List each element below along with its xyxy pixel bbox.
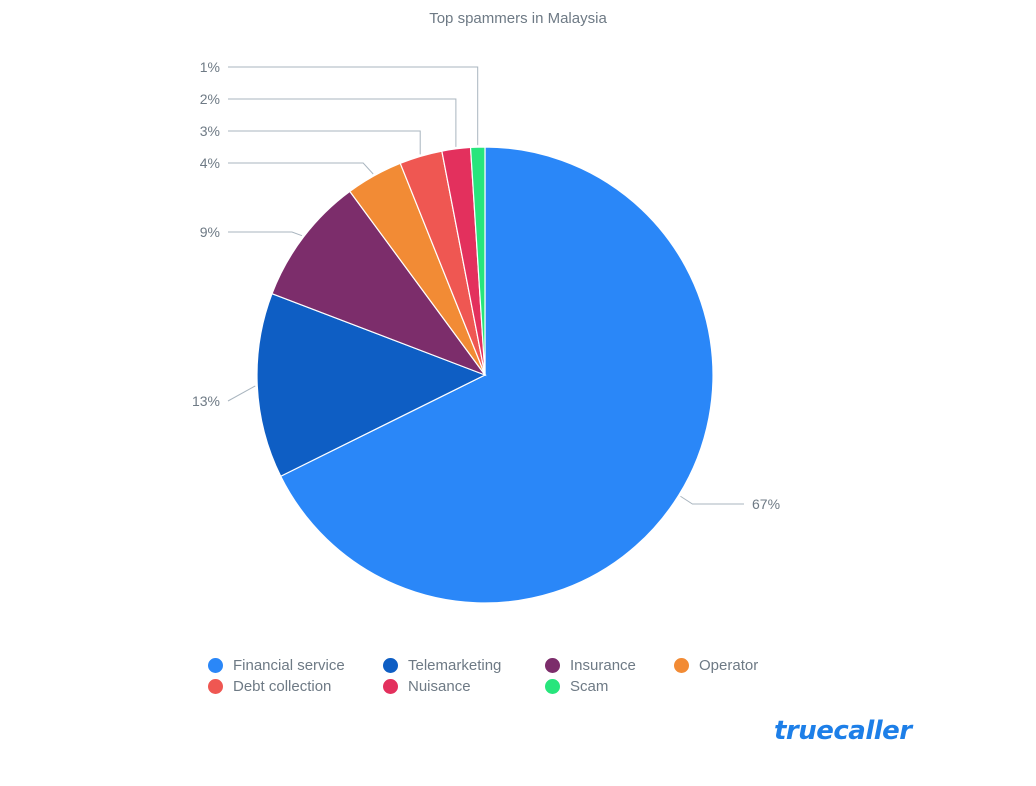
truecaller-logo: truecaller <box>774 716 912 746</box>
legend-label: Nuisance <box>408 677 471 695</box>
chart-title: Top spammers in Malaysia <box>429 10 607 27</box>
legend-label: Scam <box>570 677 609 695</box>
legend-dot <box>208 657 223 673</box>
legend-label: Financial service <box>233 656 345 674</box>
data-label: 2% <box>200 91 220 107</box>
legend-label: Operator <box>699 656 759 674</box>
leader-line <box>228 162 374 175</box>
leader-line <box>228 130 421 155</box>
legend-dot <box>383 678 398 694</box>
data-label: 13% <box>192 393 220 409</box>
legend-dot <box>545 678 560 694</box>
data-label: 4% <box>200 155 220 171</box>
legend-item-insurance[interactable]: Insurance <box>545 655 636 675</box>
legend-item-debt-collection[interactable]: Debt collection <box>208 676 331 696</box>
pie-slice-insurance[interactable] <box>271 190 487 377</box>
legend-dot <box>383 657 398 673</box>
legend-item-financial-service[interactable]: Financial service <box>208 655 345 675</box>
leader-line <box>228 98 457 147</box>
data-label: 9% <box>200 224 220 240</box>
legend-dot <box>545 657 560 673</box>
data-label: 1% <box>200 59 220 75</box>
leader-line <box>227 385 256 402</box>
data-label: 3% <box>200 123 220 139</box>
legend-dot <box>674 657 689 673</box>
legend-item-nuisance[interactable]: Nuisance <box>383 676 471 696</box>
leader-line <box>228 66 479 146</box>
leader-line <box>680 495 744 505</box>
legend-label: Insurance <box>570 656 636 674</box>
pie-slice-scam[interactable] <box>469 146 486 376</box>
leader-line <box>228 231 303 237</box>
legend-item-telemarketing[interactable]: Telemarketing <box>383 655 501 675</box>
legend-dot <box>208 678 223 694</box>
legend-item-operator[interactable]: Operator <box>674 655 758 675</box>
legend-label: Debt collection <box>233 677 332 695</box>
legend-label: Telemarketing <box>408 656 502 674</box>
legend-item-scam[interactable]: Scam <box>545 676 608 696</box>
pie-slice-financial-service[interactable] <box>279 146 714 604</box>
pie-slice-telemarketing[interactable] <box>256 292 487 478</box>
data-label: 67% <box>752 496 780 512</box>
